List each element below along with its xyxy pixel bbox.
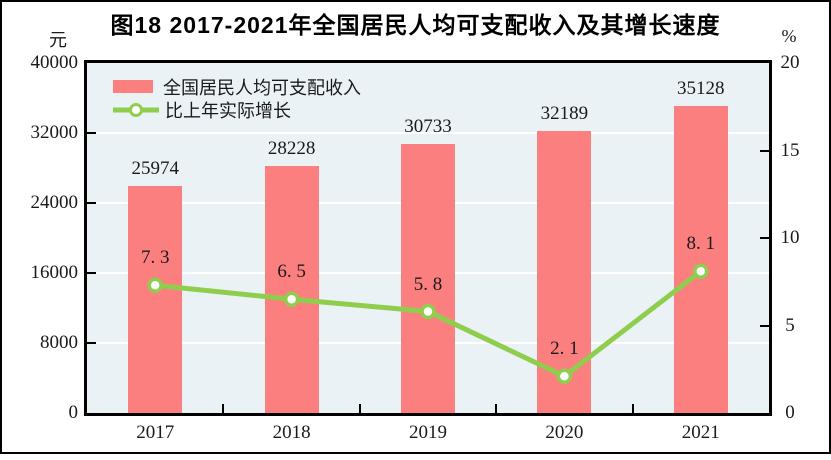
x-axis-label: 2020 xyxy=(545,422,584,443)
left-axis-tick-label: 16000 xyxy=(30,262,79,283)
bar-value-label: 35128 xyxy=(677,77,725,99)
growth-marker xyxy=(283,291,300,307)
x-axis-tick xyxy=(358,404,361,413)
legend-item-label: 比上年实际增长 xyxy=(165,100,291,121)
legend: 全国居民人均可支配收入 比上年实际增长 xyxy=(113,75,361,121)
bar-value-label: 25974 xyxy=(131,157,179,179)
growth-marker xyxy=(420,303,436,320)
right-axis-tick xyxy=(760,149,769,152)
bar-value-label: 28228 xyxy=(267,138,316,160)
legend-bar-swatch-icon xyxy=(113,80,153,93)
bar xyxy=(264,166,319,413)
growth-value-label: 8. 1 xyxy=(686,233,716,255)
x-axis-label: 2021 xyxy=(681,422,720,443)
left-axis-tick xyxy=(87,202,96,204)
x-axis-label: 2019 xyxy=(409,422,447,443)
growth-line xyxy=(147,263,709,384)
left-axis-tick xyxy=(87,342,96,344)
bar xyxy=(128,185,183,413)
growth-value-label: 6. 5 xyxy=(277,261,306,283)
left-axis-tick xyxy=(87,132,96,134)
x-axis-tick xyxy=(495,404,498,413)
left-axis-tick-label: 0 xyxy=(68,402,79,423)
right-axis-tick xyxy=(760,324,769,327)
growth-value-label: 2. 1 xyxy=(550,338,579,360)
x-axis-tick xyxy=(222,404,225,413)
x-axis-label: 2017 xyxy=(136,422,175,443)
left-axis-unit: 元 xyxy=(49,30,67,50)
growth-value-label: 7. 3 xyxy=(140,247,170,269)
legend-line-swatch-icon xyxy=(113,102,159,117)
plot-area: 全国居民人均可支配收入 比上年实际增长 25974 28228 30733 32189… xyxy=(84,60,772,416)
growth-marker xyxy=(693,263,709,279)
right-axis-unit: % xyxy=(781,26,797,46)
left-axis-tick-label: 40000 xyxy=(30,52,79,73)
right-axis-tick-label: 0 xyxy=(785,402,795,423)
x-axis-label: 2018 xyxy=(272,422,311,443)
legend-item-label: 全国居民人均可支配收入 xyxy=(163,77,361,98)
bar-value-label: 32189 xyxy=(540,103,589,125)
right-axis-tick-label: 10 xyxy=(780,227,800,248)
right-axis-tick xyxy=(760,237,769,239)
gridline xyxy=(87,132,769,134)
legend-item-income: 全国居民人均可支配收入 xyxy=(113,75,361,98)
right-axis-tick-label: 15 xyxy=(780,139,800,161)
left-axis-tick-label: 24000 xyxy=(30,192,79,213)
left-axis-tick-label: 8000 xyxy=(40,332,78,353)
left-axis-tick-label: 32000 xyxy=(30,122,79,143)
growth-marker xyxy=(556,368,573,384)
left-axis-tick xyxy=(87,272,96,274)
growth-marker xyxy=(147,277,163,293)
figure-title: 图18 2017-2021年全国居民人均可支配收入及其增长速度 xyxy=(110,12,721,38)
bar xyxy=(673,105,728,413)
growth-value-label: 5. 8 xyxy=(413,273,443,295)
bar-value-label: 30733 xyxy=(404,116,452,138)
right-axis-tick-label: 5 xyxy=(785,314,795,336)
legend-item-growth: 比上年实际增长 xyxy=(113,98,361,121)
right-axis-tick-label: 20 xyxy=(780,52,800,73)
bar xyxy=(401,144,455,413)
x-axis-tick xyxy=(631,404,634,413)
